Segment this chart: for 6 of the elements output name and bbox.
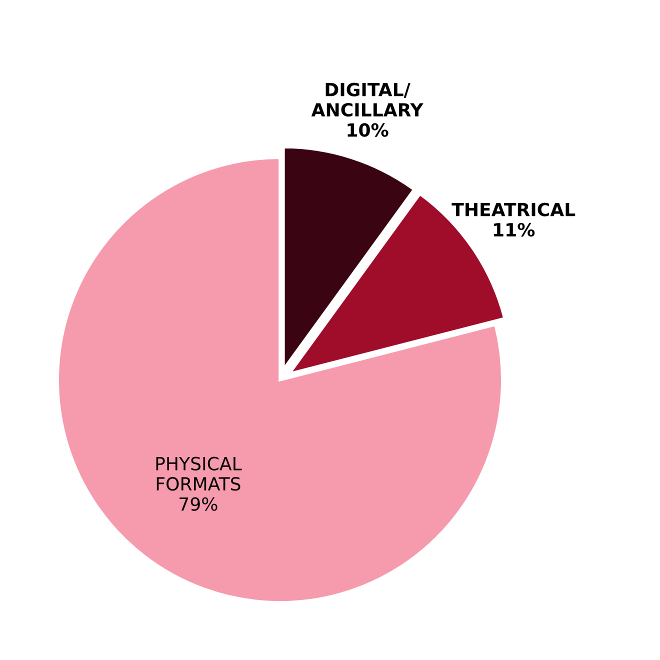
slice-label: DIGITAL/ ANCILLARY (311, 82, 424, 117)
data-label: 79% (180, 497, 218, 511)
data-label: 10% (348, 123, 388, 137)
slice-label: PHYSICAL FORMATS (156, 456, 242, 491)
slice-label: THEATRICAL (452, 202, 576, 216)
data-label: 11% (494, 222, 535, 237)
